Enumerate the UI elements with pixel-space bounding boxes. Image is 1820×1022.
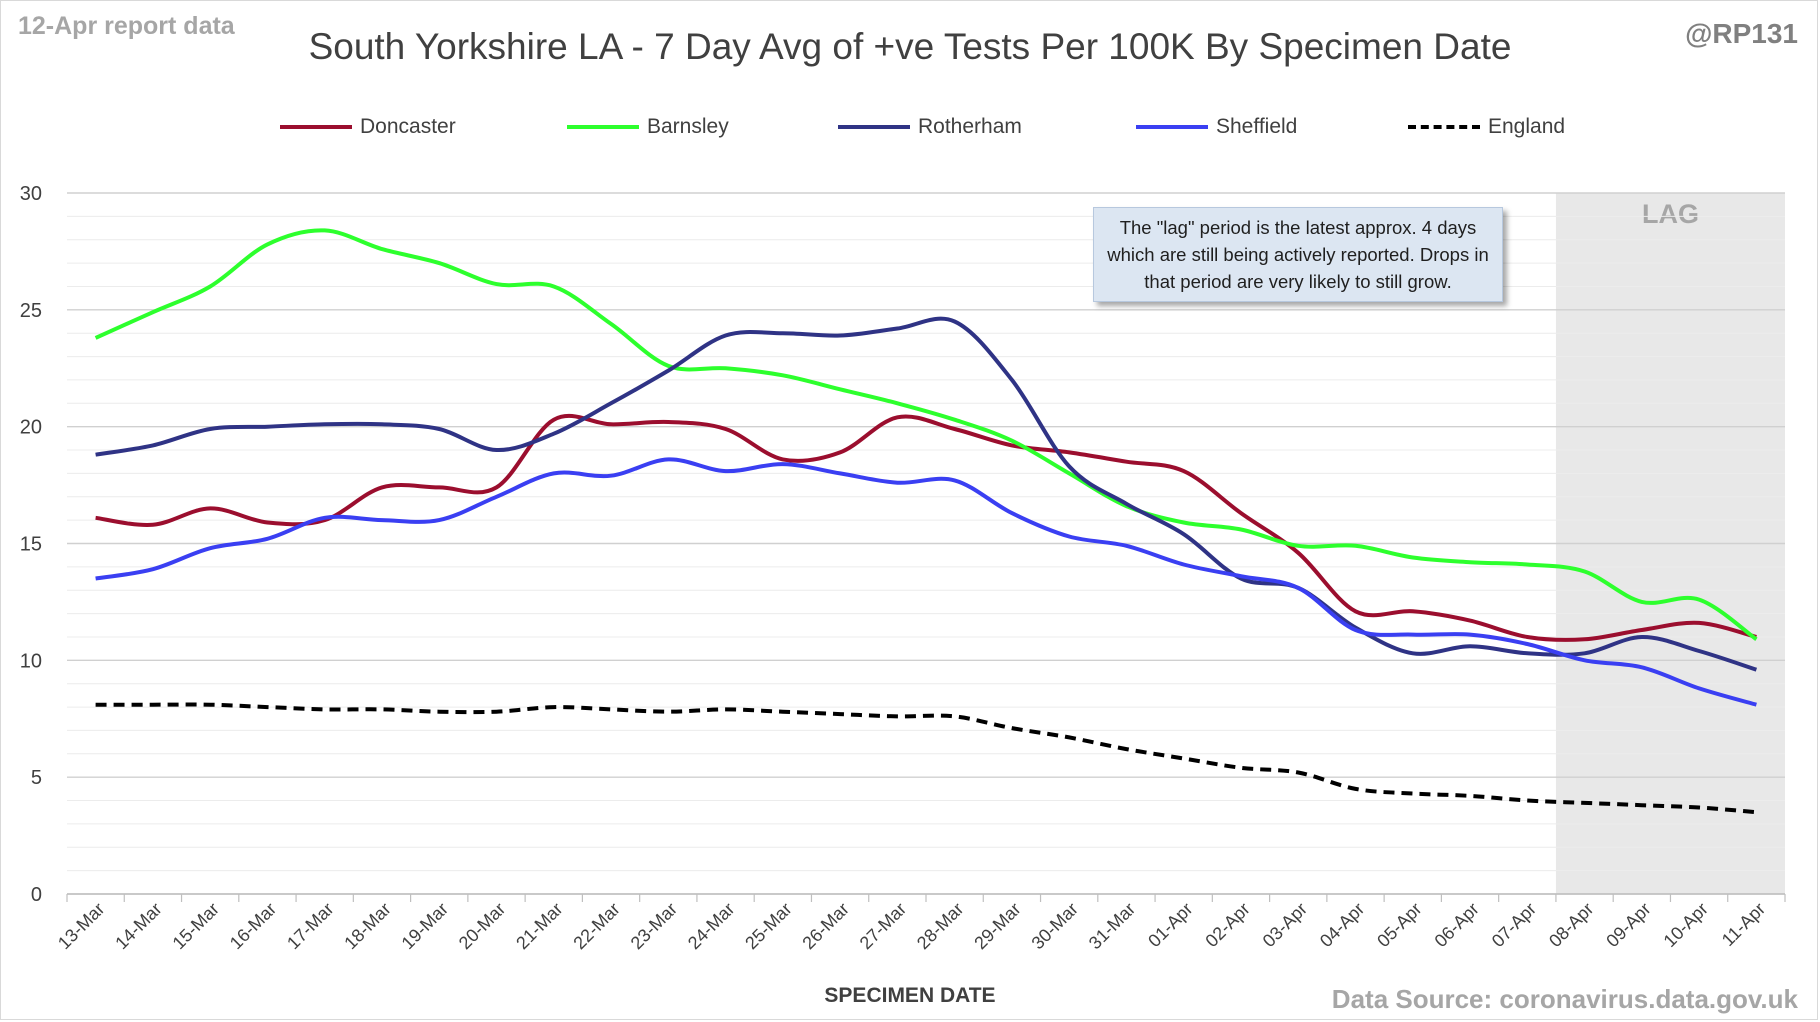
x-tick-label: 25-Mar <box>741 899 795 953</box>
legend-label: England <box>1488 115 1566 138</box>
x-tick-label: 29-Mar <box>970 899 1024 953</box>
x-tick-label: 02-Apr <box>1201 899 1253 951</box>
y-tick-label: 15 <box>20 534 42 556</box>
legend-swatch-doncaster <box>280 125 352 129</box>
x-tick-label: 01-Apr <box>1144 899 1196 951</box>
x-tick-label: 04-Apr <box>1316 899 1368 951</box>
y-tick-label: 25 <box>20 300 42 322</box>
x-tick-label: 20-Mar <box>455 899 509 953</box>
legend-label: Doncaster <box>360 115 456 138</box>
x-tick-label: 09-Apr <box>1602 899 1654 951</box>
y-tick-label: 5 <box>31 767 42 789</box>
x-tick-label: 22-Mar <box>569 899 623 953</box>
legend-swatch-rotherham <box>838 125 910 129</box>
legend-swatch-england <box>1408 125 1480 129</box>
x-tick-label: 07-Apr <box>1488 899 1540 951</box>
x-tick-label: 06-Apr <box>1431 899 1483 951</box>
x-tick-label: 05-Apr <box>1373 899 1425 951</box>
legend-item-sheffield: Sheffield <box>1136 112 1297 142</box>
legend-label: Sheffield <box>1216 115 1298 138</box>
x-tick-label: 16-Mar <box>226 899 280 953</box>
chart-legend: Doncaster Barnsley Rotherham Sheffield E… <box>0 112 1820 142</box>
x-axis-label: SPECIMEN DATE <box>824 984 996 1007</box>
series-line-england <box>95 702 1757 815</box>
x-tick-label: 26-Mar <box>798 899 852 953</box>
series-line-rotherham <box>95 316 1758 672</box>
x-tick-label: 28-Mar <box>913 899 967 953</box>
x-tick-label: 10-Apr <box>1660 899 1712 951</box>
y-tick-label: 20 <box>20 417 42 439</box>
legend-item-rotherham: Rotherham <box>838 112 1022 142</box>
report-date-label: 12-Apr report data <box>18 12 235 40</box>
author-handle: @RP131 <box>1685 18 1798 49</box>
y-tick-label: 30 <box>20 183 42 205</box>
lag-label: LAG <box>1642 199 1699 229</box>
series-line-doncaster <box>95 413 1757 642</box>
x-tick-label: 23-Mar <box>627 899 681 953</box>
x-tick-label: 24-Mar <box>684 899 738 953</box>
legend-item-barnsley: Barnsley <box>567 112 729 142</box>
legend-label: Rotherham <box>918 115 1022 138</box>
legend-label: Barnsley <box>647 115 729 138</box>
lag-note-callout: The "lag" period is the latest approx. 4… <box>1093 207 1503 302</box>
x-tick-label: 31-Mar <box>1085 899 1139 953</box>
y-tick-label: 0 <box>31 884 42 906</box>
chart-title: South Yorkshire LA - 7 Day Avg of +ve Te… <box>308 26 1512 67</box>
data-source-label: Data Source: coronavirus.data.gov.uk <box>1331 984 1798 1014</box>
x-tick-label: 11-Apr <box>1718 899 1769 950</box>
x-tick-label: 13-Mar <box>54 899 108 953</box>
x-tick-label: 14-Mar <box>111 899 165 953</box>
x-tick-label: 21-Mar <box>512 899 566 953</box>
legend-swatch-sheffield <box>1136 125 1208 129</box>
x-tick-label: 27-Mar <box>856 899 910 953</box>
x-tick-label: 08-Apr <box>1545 899 1597 951</box>
x-tick-label: 15-Mar <box>169 899 223 953</box>
x-tick-label: 30-Mar <box>1028 899 1082 953</box>
legend-item-england: England <box>1408 112 1565 142</box>
y-tick-label: 10 <box>20 650 42 672</box>
series-line-barnsley <box>94 228 1758 641</box>
legend-item-doncaster: Doncaster <box>280 112 456 142</box>
series-line-sheffield <box>95 457 1757 707</box>
x-tick-label: 17-Mar <box>283 899 337 953</box>
legend-swatch-barnsley <box>567 125 639 129</box>
x-tick-label: 18-Mar <box>340 899 394 953</box>
x-tick-label: 19-Mar <box>398 899 452 953</box>
x-tick-label: 03-Apr <box>1259 899 1311 951</box>
